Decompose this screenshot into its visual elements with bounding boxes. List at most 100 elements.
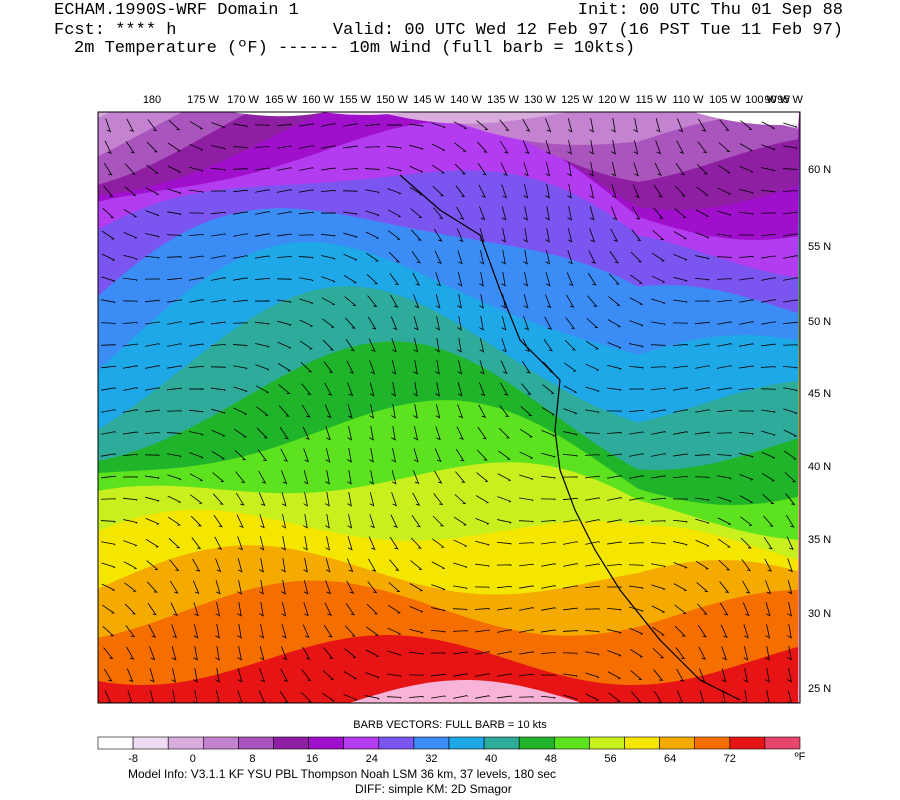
wind-barb	[719, 602, 729, 616]
wind-barb	[607, 453, 622, 457]
wind-barb	[325, 536, 331, 551]
wind-barb	[431, 584, 446, 591]
wind-barb	[233, 123, 248, 128]
wind-barb	[101, 541, 116, 546]
wind-barb	[145, 496, 160, 502]
wind-barb	[167, 343, 182, 347]
wind-barb	[720, 624, 728, 639]
colorbar-swatch	[273, 736, 309, 750]
wind-barb	[475, 540, 490, 546]
wind-barb	[101, 230, 115, 240]
wind-barb	[477, 427, 487, 440]
wind-barb	[232, 322, 248, 324]
wind-barb	[629, 320, 644, 327]
wind-barb	[347, 448, 352, 463]
wind-barb	[413, 426, 419, 441]
colorbar-swatch	[729, 736, 766, 750]
wind-barb	[366, 603, 379, 615]
wind-barb	[739, 166, 754, 173]
wind-barb	[409, 583, 424, 592]
wind-barb	[497, 629, 512, 633]
wind-barb	[192, 580, 200, 595]
wind-barb	[101, 299, 116, 304]
wind-barb	[125, 141, 135, 154]
wind-barb	[787, 690, 792, 703]
colorbar-label: 56	[604, 753, 616, 765]
wind-barb	[501, 316, 507, 331]
wind-barb	[347, 558, 354, 573]
wind-barb	[102, 625, 115, 637]
wind-barb	[610, 228, 619, 242]
wind-barb	[124, 163, 136, 175]
wind-barb	[325, 448, 331, 463]
colorbar-swatch	[97, 736, 134, 750]
wind-barb	[719, 119, 730, 131]
wind-barb	[761, 121, 776, 130]
wind-barb	[523, 184, 529, 199]
wind-barb	[323, 361, 334, 374]
wind-barb	[783, 277, 798, 281]
wind-barb	[738, 431, 754, 435]
latitude-label: 40 N	[808, 461, 831, 473]
wind-barb	[387, 673, 402, 678]
wind-barb	[694, 476, 710, 479]
colorbar-swatch	[553, 736, 590, 750]
wind-barb	[122, 476, 138, 478]
wind-barb	[519, 474, 534, 481]
wind-barb	[673, 231, 688, 240]
wind-barb	[563, 408, 578, 415]
wind-barb	[497, 473, 512, 482]
wind-barb	[101, 475, 116, 479]
wind-barb	[585, 541, 600, 545]
wind-barb	[232, 344, 248, 347]
colorbar-swatch	[308, 736, 345, 750]
wind-barb	[347, 470, 352, 485]
wind-barb	[168, 120, 181, 131]
wind-barb	[389, 536, 399, 550]
wind-barb	[233, 428, 247, 438]
wind-barb	[718, 559, 731, 571]
wind-barb	[497, 695, 512, 699]
wind-barb	[149, 690, 154, 703]
wind-barb	[299, 319, 314, 328]
wind-barb	[145, 517, 160, 525]
wind-barb	[255, 255, 270, 259]
wind-barb	[387, 188, 402, 195]
wind-barb	[364, 146, 380, 148]
wind-barb	[259, 536, 265, 551]
wind-barb	[299, 340, 313, 350]
wind-barb	[785, 514, 795, 528]
wind-barb	[386, 124, 402, 126]
wind-barb	[611, 206, 618, 221]
wind-barb	[479, 294, 484, 309]
wind-barb	[101, 387, 116, 391]
wind-barb	[409, 628, 424, 634]
wind-barb	[585, 563, 600, 567]
wind-barb	[388, 251, 400, 263]
wind-barb	[259, 514, 265, 529]
wind-barb	[281, 580, 286, 595]
wind-barb	[545, 162, 551, 177]
wind-barb	[193, 624, 199, 639]
wind-barb	[760, 190, 776, 193]
wind-barb	[413, 382, 418, 397]
wind-barb	[500, 360, 508, 375]
wind-barb	[343, 671, 358, 680]
wind-barb	[519, 563, 534, 567]
wind-barb	[346, 580, 355, 594]
wind-barb	[148, 624, 157, 638]
wind-barb	[523, 272, 529, 287]
wind-barb	[233, 233, 248, 237]
wind-barb	[478, 184, 487, 198]
longitude-label: 155 W	[339, 94, 371, 106]
wind-barb	[475, 695, 490, 699]
wind-barb	[324, 382, 333, 396]
wind-barb	[189, 321, 204, 325]
wind-barb	[651, 475, 666, 479]
wind-barb	[409, 144, 424, 150]
wind-barb	[408, 696, 424, 698]
wind-barb	[695, 431, 710, 435]
wind-barb	[347, 492, 352, 507]
wind-barb	[279, 426, 289, 440]
wind-barb	[411, 250, 421, 264]
